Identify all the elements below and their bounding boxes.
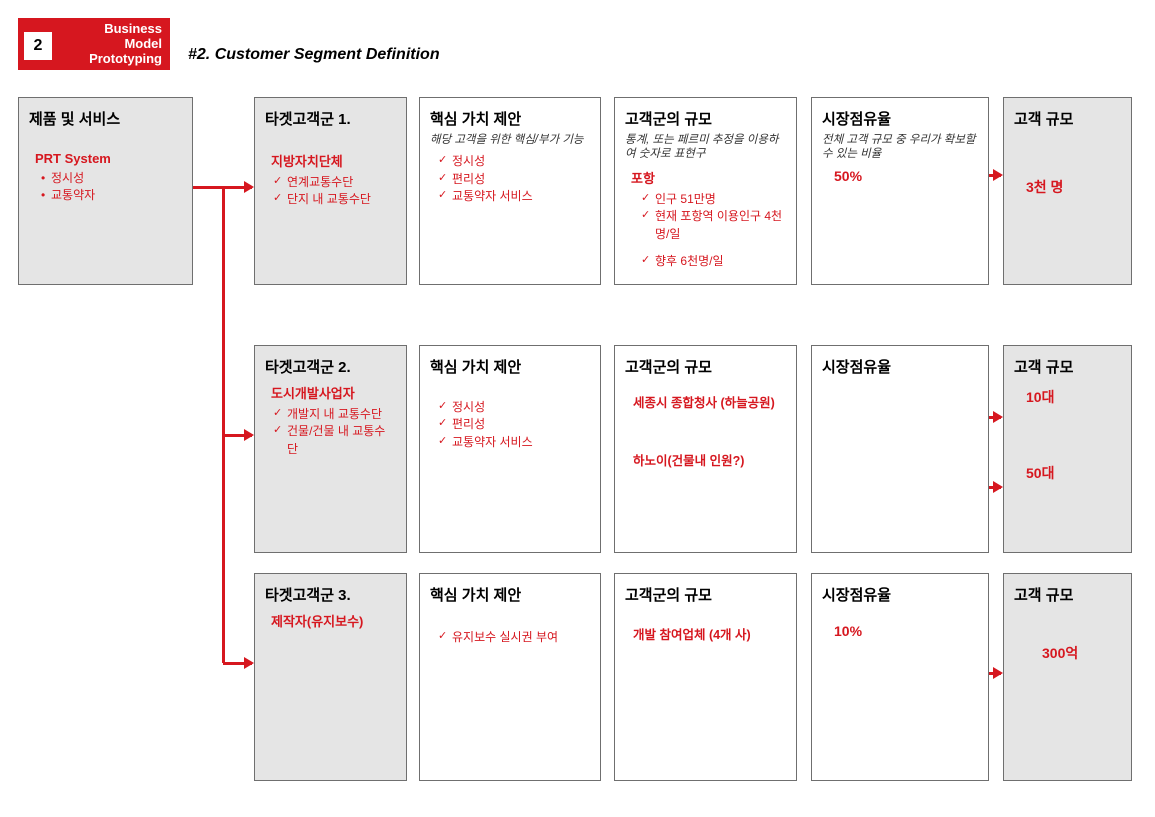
card-size-3: 고객군의 규모 개발 참여업체 (4개 사) [614, 573, 797, 781]
card-size-2: 고객군의 규모 세종시 종합청사 (하늘공원) 하노이(건물내 인원?) [614, 345, 797, 553]
product-title: 제품 및 서비스 [29, 108, 182, 129]
badge-text: Business Model Prototyping [89, 22, 162, 67]
card-share-2: 시장점유율 [811, 345, 989, 553]
product-bullets: 정시성 교통약자 [41, 170, 182, 204]
card-share-1: 시장점유율 전체 고객 규모 중 우리가 확보할 수 있는 비율 50% [811, 97, 989, 285]
card-value-2: 핵심 가치 제안 정시성 편리성 교통약자 서비스 [419, 345, 601, 553]
card-size-1: 고객군의 규모 통계, 또는 페르미 추정을 이용하여 숫자로 표현구 포항 인… [614, 97, 797, 285]
card-scale-2: 고객 규모 10대 50대 [1003, 345, 1132, 553]
card-target-2: 타겟고객군 2. 도시개발사업자 개발지 내 교통수단 건물/건물 내 교통수단 [254, 345, 407, 553]
card-product: 제품 및 서비스 PRT System 정시성 교통약자 [18, 97, 193, 285]
card-target-1: 타겟고객군 1. 지방자치단체 연계교통수단 단지 내 교통수단 [254, 97, 407, 285]
header-block: 2 Business Model Prototyping [18, 18, 170, 70]
badge-number: 2 [24, 32, 52, 60]
page-title: #2. Customer Segment Definition [188, 46, 440, 64]
section-badge: 2 Business Model Prototyping [18, 18, 170, 70]
card-value-3: 핵심 가치 제안 유지보수 실시권 부여 [419, 573, 601, 781]
card-share-3: 시장점유율 10% [811, 573, 989, 781]
card-scale-1: 고객 규모 3천 명 [1003, 97, 1132, 285]
card-scale-3: 고객 규모 300억 [1003, 573, 1132, 781]
card-target-3: 타겟고객군 3. 제작자(유지보수) [254, 573, 407, 781]
card-value-1: 핵심 가치 제안 해당 고객을 위한 핵심/부가 기능 정시성 편리성 교통약자… [419, 97, 601, 285]
product-system: PRT System [35, 151, 182, 166]
